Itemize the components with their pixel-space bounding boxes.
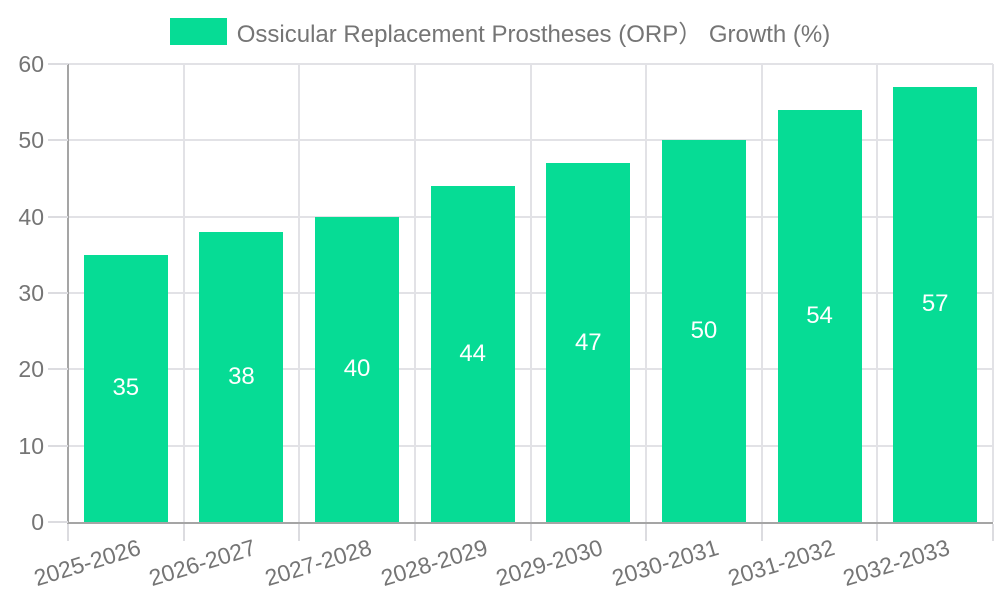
- x-axis-category-label: 2026-2027: [146, 534, 260, 592]
- legend[interactable]: Ossicular Replacement Prostheses (ORP） G…: [0, 16, 1000, 48]
- bar[interactable]: 35: [83, 254, 168, 522]
- gridline-vertical: [992, 64, 994, 522]
- bar[interactable]: 38: [199, 231, 284, 522]
- y-axis-tick: [48, 521, 68, 523]
- x-axis-tick: [876, 524, 879, 541]
- y-axis-tick: [48, 215, 68, 218]
- legend-label: Ossicular Replacement Prostheses (ORP） G…: [236, 20, 831, 48]
- gridline-vertical: [298, 64, 301, 522]
- bar[interactable]: 57: [893, 86, 978, 522]
- bar-value-label: 44: [459, 340, 487, 368]
- x-axis-category-label: 2030-2031: [608, 534, 722, 592]
- y-axis-tick-label: 10: [18, 432, 44, 459]
- y-axis-tick: [48, 292, 68, 294]
- x-axis-tick: [298, 524, 301, 541]
- bar-value-label: 40: [343, 355, 371, 383]
- x-axis-category-label: 2031-2032: [724, 534, 838, 592]
- gridline-vertical: [760, 64, 763, 522]
- y-axis-tick: [48, 63, 68, 65]
- bar-value-label: 57: [921, 290, 949, 318]
- y-axis-line: [67, 64, 69, 524]
- bar[interactable]: 40: [315, 216, 400, 522]
- x-axis-category-label: 2027-2028: [261, 534, 375, 592]
- y-axis-tick-label: 0: [31, 509, 44, 535]
- bar-value-label: 50: [690, 317, 718, 345]
- x-axis-tick: [645, 524, 648, 541]
- y-axis-tick: [48, 368, 68, 371]
- x-axis-tick: [529, 524, 532, 541]
- y-axis-tick-label: 40: [18, 203, 44, 230]
- legend-swatch: [169, 17, 227, 45]
- bar[interactable]: 54: [777, 109, 862, 522]
- bar-value-label: 54: [806, 301, 833, 329]
- gridline-vertical: [876, 64, 879, 522]
- x-axis-category-label: 2025-2026: [30, 534, 144, 592]
- bar[interactable]: 50: [661, 140, 746, 522]
- gridline-vertical: [413, 64, 416, 522]
- y-axis-tick-label: 20: [18, 356, 44, 383]
- plot-area: 35 38 40 44 47 50 54 57: [68, 63, 994, 522]
- gridline-vertical: [529, 64, 532, 522]
- x-axis-tick: [413, 524, 416, 541]
- x-axis-tick: [992, 524, 994, 541]
- x-axis-tick: [760, 524, 763, 541]
- bar[interactable]: 47: [546, 163, 631, 522]
- x-axis-category-label: 2032-2033: [839, 534, 953, 592]
- bar-value-label: 47: [574, 328, 602, 356]
- x-axis-tick: [182, 524, 185, 541]
- y-axis-tick-label: 50: [18, 127, 44, 154]
- bar-value-label: 38: [228, 362, 255, 390]
- bar[interactable]: 44: [430, 186, 515, 522]
- bar-value-label: 35: [112, 374, 140, 402]
- y-axis-tick-label: 60: [18, 51, 44, 77]
- gridline-vertical: [645, 64, 648, 522]
- x-axis-line: [67, 522, 993, 524]
- x-axis-category-label: 2028-2029: [377, 534, 491, 592]
- y-axis-tick-label: 30: [18, 280, 44, 306]
- y-axis-tick: [48, 444, 68, 447]
- x-axis-category-label: 2029-2030: [493, 534, 606, 592]
- x-axis-tick: [67, 524, 69, 541]
- y-axis-tick: [48, 139, 68, 142]
- gridline-vertical: [182, 64, 185, 522]
